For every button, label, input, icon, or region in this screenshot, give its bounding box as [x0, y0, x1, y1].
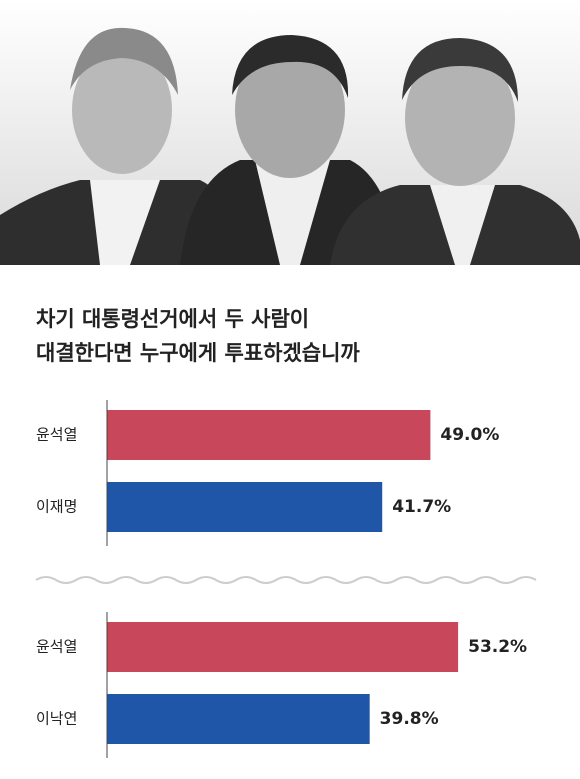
category-label: 윤석열 — [36, 638, 77, 656]
bar — [107, 410, 431, 460]
bar — [107, 694, 370, 744]
value-label: 53.2% — [468, 637, 527, 657]
bar — [107, 622, 459, 672]
title-line: 차기 대통령선거에서 두 사람이 — [36, 307, 309, 331]
value-label: 41.7% — [392, 497, 451, 517]
title-line: 대결한다면 누구에게 투표하겠습니까 — [36, 341, 360, 365]
photo — [0, 0, 580, 265]
category-label: 이낙연 — [36, 710, 77, 728]
divider — [35, 576, 537, 584]
category-label: 윤석열 — [36, 426, 77, 444]
value-label: 39.8% — [380, 709, 439, 729]
category-label: 이재명 — [36, 498, 77, 516]
value-label: 49.0% — [440, 425, 499, 445]
bar — [107, 482, 383, 532]
